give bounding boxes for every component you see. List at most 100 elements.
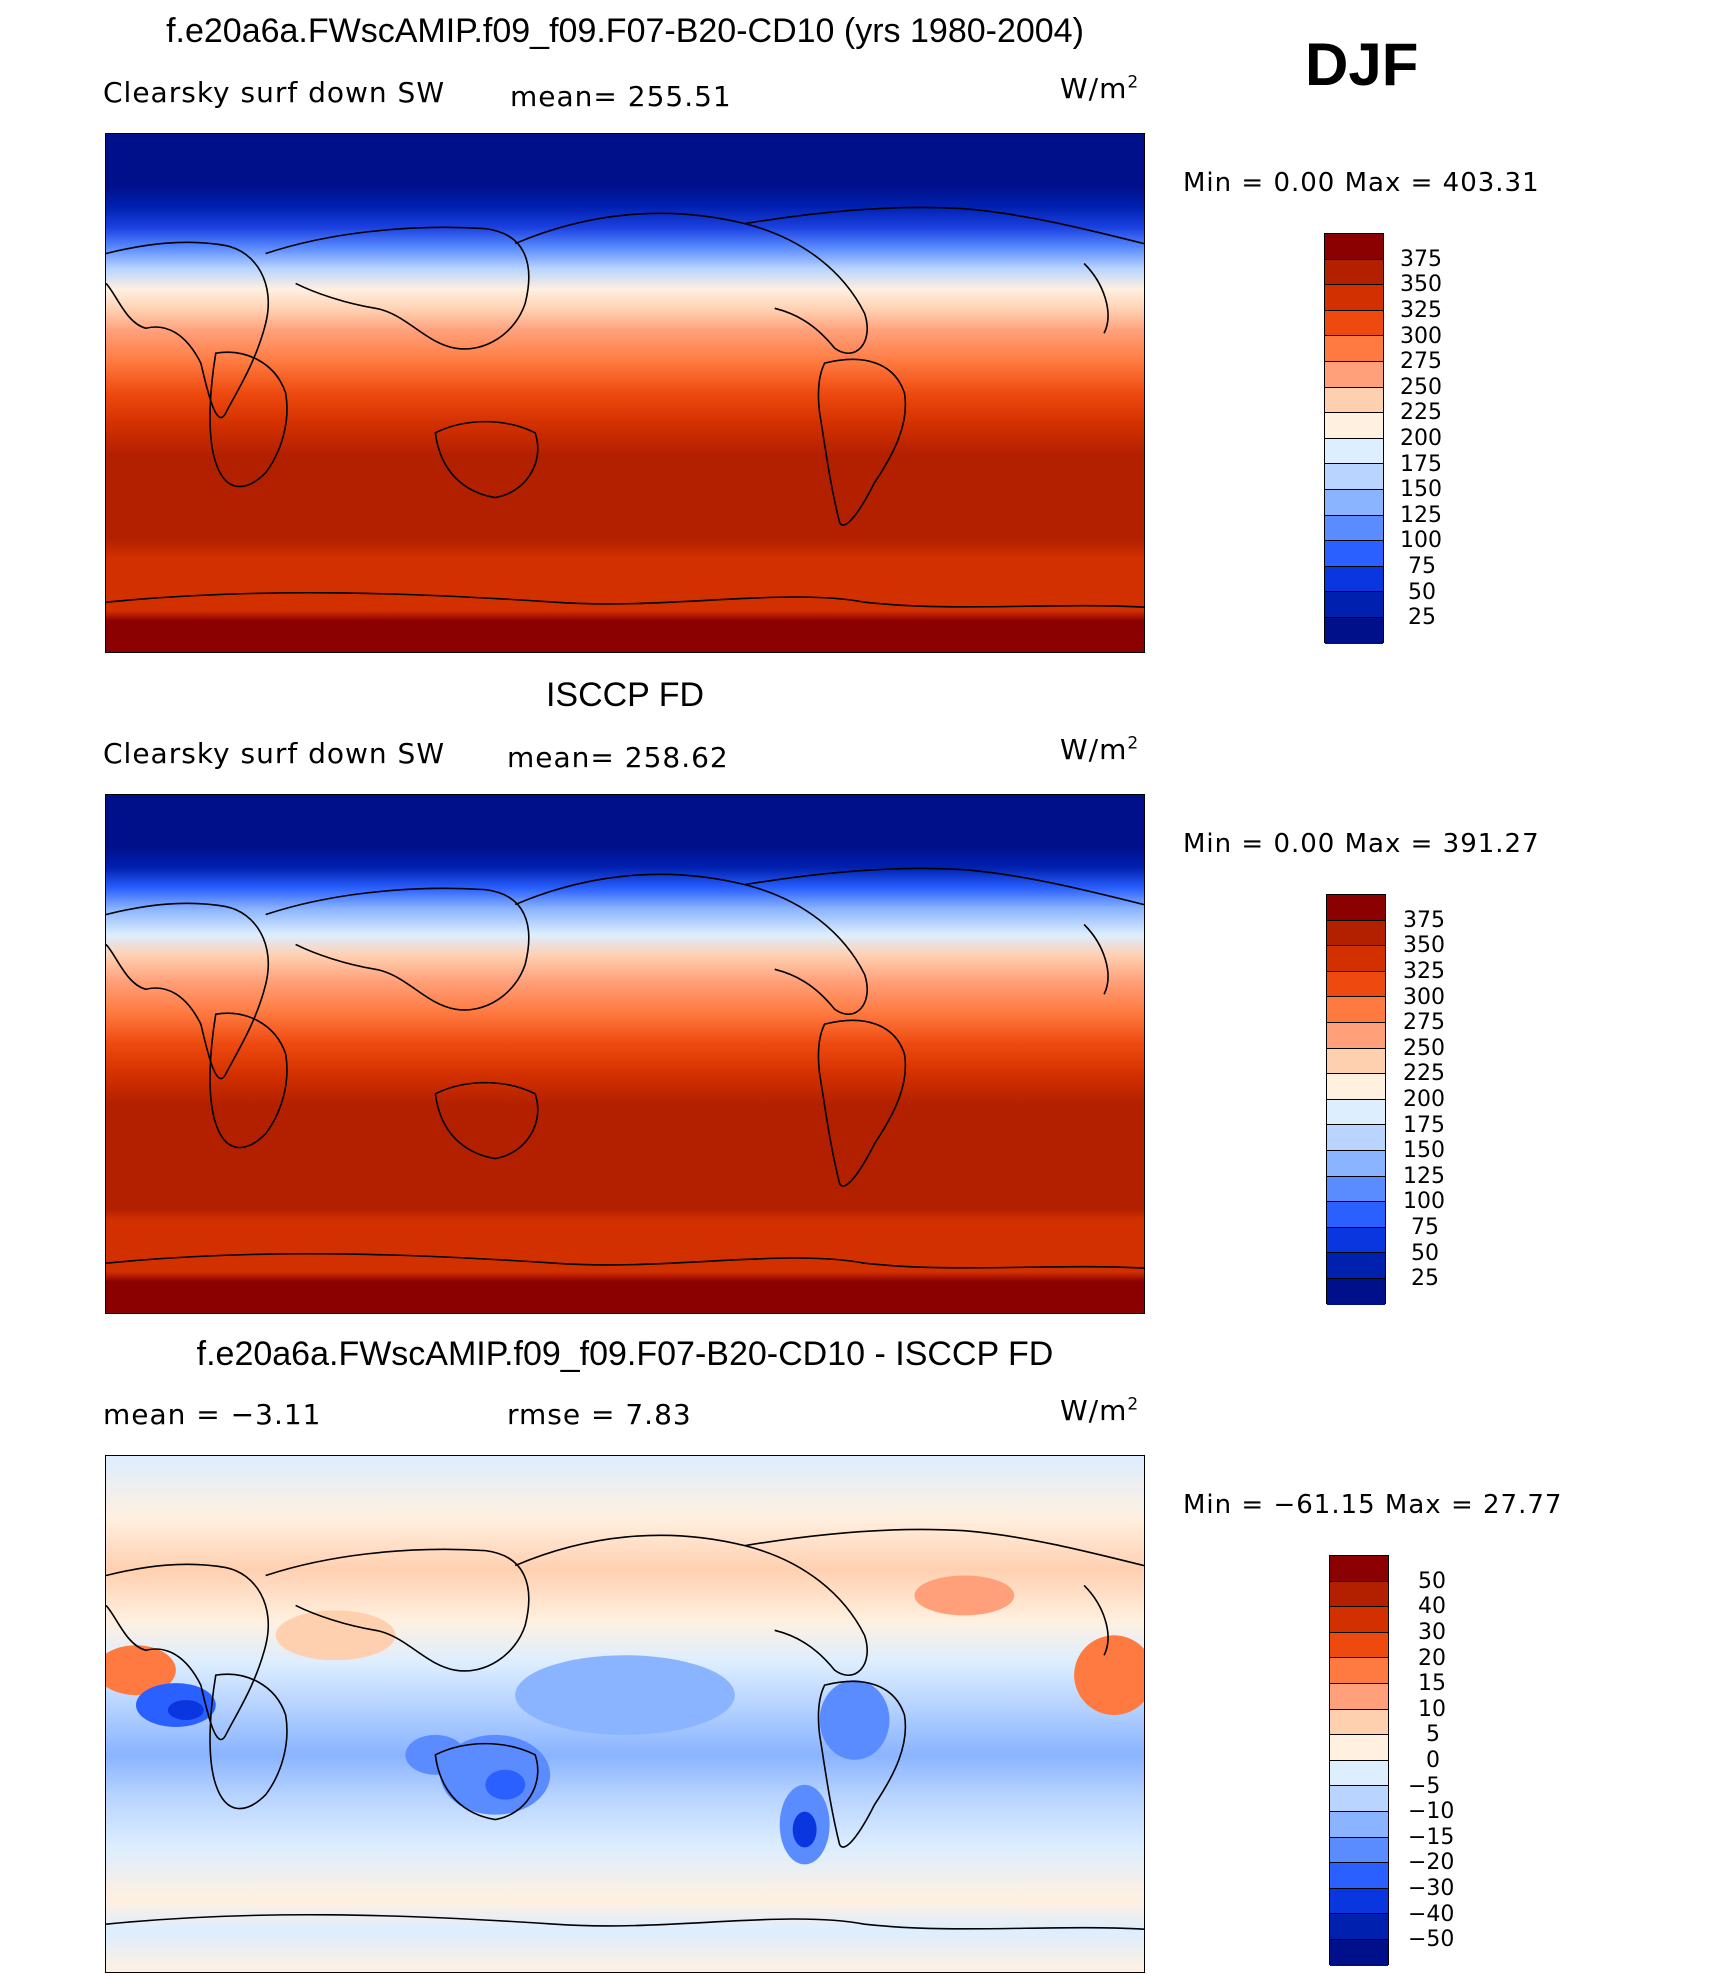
panel3-colorbar-swatch xyxy=(1330,1556,1388,1582)
panel2-colorbar-swatch xyxy=(1327,997,1385,1023)
panel1-tick: 250 xyxy=(1400,375,1442,400)
panel2-tick: 100 xyxy=(1403,1189,1445,1214)
panel3-tick: −40 xyxy=(1408,1902,1455,1927)
panel2-tick: 325 xyxy=(1403,959,1445,984)
panel1-tick: 100 xyxy=(1400,528,1442,553)
panel1-colorbar-swatch xyxy=(1325,566,1383,593)
panel3-colorbar-swatch xyxy=(1330,1683,1388,1710)
panel3-colorbar-swatch xyxy=(1330,1888,1388,1915)
panel1-colorbar-swatch xyxy=(1325,361,1383,388)
panel1-tick: 200 xyxy=(1400,426,1442,451)
panel1-units: W/m2 xyxy=(1060,72,1140,105)
panel3-colorbar-swatch xyxy=(1330,1811,1388,1838)
panel1-tick: 350 xyxy=(1400,272,1442,297)
panel3-colorbar xyxy=(1329,1555,1389,1966)
panel3-tick: 5 xyxy=(1426,1722,1440,1747)
panel2-colorbar-swatch xyxy=(1327,1099,1385,1126)
panel2-colorbar-swatch xyxy=(1327,1253,1385,1279)
panel2-colorbar-swatch xyxy=(1327,1125,1385,1151)
panel3-tick: −50 xyxy=(1408,1927,1455,1952)
panel2-colorbar-swatch xyxy=(1327,946,1385,972)
panel3-colorbar-swatch xyxy=(1330,1863,1388,1889)
panel3-tick: 0 xyxy=(1426,1748,1440,1773)
panel2-map xyxy=(105,794,1145,1314)
panel3-tick: −5 xyxy=(1408,1774,1441,1799)
panel1-tick: 75 xyxy=(1408,554,1436,579)
panel3-colorbar-swatch xyxy=(1330,1837,1388,1864)
panel2-colorbar xyxy=(1326,894,1386,1305)
panel2-tick: 275 xyxy=(1403,1010,1445,1035)
panel3-colorbar-swatch xyxy=(1330,1581,1388,1608)
panel3-colorbar-swatch xyxy=(1330,1632,1388,1659)
panel2-colorbar-swatch xyxy=(1327,1074,1385,1100)
panel3-tick: 40 xyxy=(1418,1594,1446,1619)
panel3-colorbar-swatch xyxy=(1330,1658,1388,1684)
panel3-colorbar-swatch xyxy=(1330,1709,1388,1736)
panel2-tick: 200 xyxy=(1403,1087,1445,1112)
panel2-tick: 25 xyxy=(1411,1266,1439,1291)
panel1-colorbar-swatch xyxy=(1325,387,1383,414)
panel2-tick: 250 xyxy=(1403,1036,1445,1061)
panel2-colorbar-swatch xyxy=(1327,1048,1385,1075)
panel1-variable-label: Clearsky surf down SW xyxy=(103,76,446,109)
panel1-colorbar-swatch xyxy=(1325,438,1383,465)
panel3-tick: −30 xyxy=(1408,1876,1455,1901)
panel2-min-max: Min = 0.00 Max = 391.27 xyxy=(1183,829,1540,859)
panel3-colorbar-swatch xyxy=(1330,1786,1388,1812)
panel1-tick: 375 xyxy=(1400,247,1442,272)
panel3-map xyxy=(105,1455,1145,1973)
panel1-min-max: Min = 0.00 Max = 403.31 xyxy=(1183,168,1540,198)
panel2-tick: 225 xyxy=(1403,1061,1445,1086)
panel2-tick: 175 xyxy=(1403,1113,1445,1138)
panel2-tick: 300 xyxy=(1403,985,1445,1010)
panel1-title: f.e20a6a.FWscAMIP.f09_f09.F07-B20-CD10 (… xyxy=(166,12,1084,50)
panel1-tick: 300 xyxy=(1400,324,1442,349)
panel1-tick: 150 xyxy=(1400,477,1442,502)
panel1-colorbar-swatch xyxy=(1325,489,1383,516)
panel3-colorbar-swatch xyxy=(1330,1939,1388,1966)
panel3-colorbar-swatch xyxy=(1330,1760,1388,1787)
panel2-mean-label: mean= 258.62 xyxy=(507,741,729,774)
panel3-tick: 20 xyxy=(1418,1646,1446,1671)
panel2-colorbar-swatch xyxy=(1327,1150,1385,1177)
panel1-map-svg xyxy=(106,134,1144,652)
panel1-colorbar-swatch xyxy=(1325,310,1383,337)
panel3-rmse-label: rmse = 7.83 xyxy=(507,1398,692,1431)
panel1-tick: 50 xyxy=(1408,580,1436,605)
panel1-colorbar-swatch xyxy=(1325,592,1383,618)
season-label: DJF xyxy=(1305,31,1419,98)
panel2-colorbar-swatch xyxy=(1327,895,1385,921)
panel2-colorbar-swatch xyxy=(1327,1022,1385,1049)
panel2-tick: 50 xyxy=(1411,1241,1439,1266)
panel1-map xyxy=(105,133,1145,653)
panel2-colorbar-swatch xyxy=(1327,1202,1385,1228)
panel1-colorbar-swatch xyxy=(1325,541,1383,567)
panel2-variable-label: Clearsky surf down SW xyxy=(103,737,446,770)
panel3-tick: −15 xyxy=(1408,1825,1455,1850)
panel1-colorbar xyxy=(1324,233,1384,644)
panel3-map-svg xyxy=(106,1456,1144,1972)
panel2-colorbar-swatch xyxy=(1327,1176,1385,1203)
panel2-units: W/m2 xyxy=(1060,733,1140,766)
panel2-title: ISCCP FD xyxy=(545,676,705,714)
panel1-tick: 125 xyxy=(1400,503,1442,528)
panel2-colorbar-swatch xyxy=(1327,920,1385,947)
panel3-title: f.e20a6a.FWscAMIP.f09_f09.F07-B20-CD10 -… xyxy=(196,1335,1054,1373)
panel1-tick: 225 xyxy=(1400,400,1442,425)
panel1-colorbar-swatch xyxy=(1325,234,1383,260)
panel1-mean-label: mean= 255.51 xyxy=(510,80,732,113)
panel3-tick: −10 xyxy=(1408,1799,1455,1824)
panel2-tick: 75 xyxy=(1411,1215,1439,1240)
panel2-tick: 125 xyxy=(1403,1164,1445,1189)
panel2-colorbar-swatch xyxy=(1327,971,1385,998)
panel1-tick: 25 xyxy=(1408,605,1436,630)
panel1-colorbar-swatch xyxy=(1325,336,1383,362)
panel2-map-svg xyxy=(106,795,1144,1313)
panel1-colorbar-swatch xyxy=(1325,464,1383,490)
panel2-tick: 375 xyxy=(1403,908,1445,933)
panel3-mean-label: mean = −3.11 xyxy=(103,1398,322,1431)
panel3-colorbar-swatch xyxy=(1330,1607,1388,1633)
panel1-colorbar-swatch xyxy=(1325,259,1383,286)
panel1-tick: 175 xyxy=(1400,452,1442,477)
panel3-colorbar-swatch xyxy=(1330,1914,1388,1940)
